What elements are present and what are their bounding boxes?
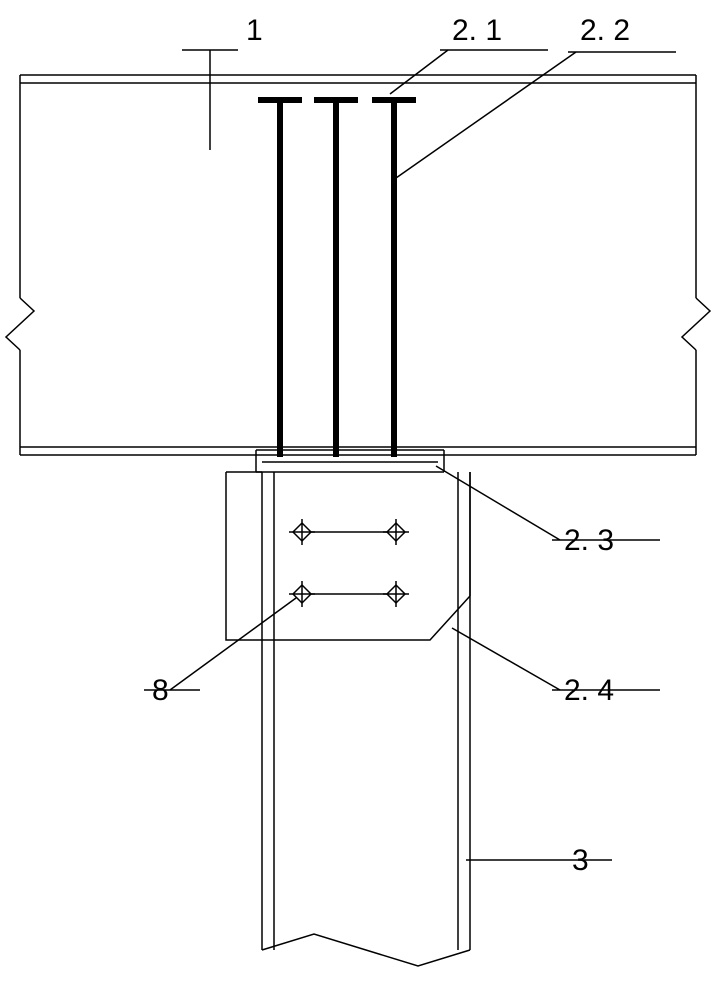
beam-left-break xyxy=(6,298,34,350)
label-L24: 2. 4 xyxy=(564,674,614,707)
label-L1: 1 xyxy=(246,14,263,47)
label-L3: 3 xyxy=(572,844,589,877)
label-L23: 2. 3 xyxy=(564,524,614,557)
leader-L21 xyxy=(390,50,448,94)
leader-L8 xyxy=(170,598,296,690)
label-L21: 2. 1 xyxy=(452,14,502,47)
leader-L23 xyxy=(436,466,560,540)
label-L22: 2. 2 xyxy=(580,14,630,47)
beam-right-break xyxy=(682,298,710,350)
col-break xyxy=(262,934,470,966)
leader-L22 xyxy=(396,52,576,178)
label-L8: 8 xyxy=(152,674,169,707)
leader-L24 xyxy=(452,628,560,690)
diagram-root: 1 2. 1 2. 2 2. 3 2. 4 3 8 xyxy=(0,0,716,1000)
